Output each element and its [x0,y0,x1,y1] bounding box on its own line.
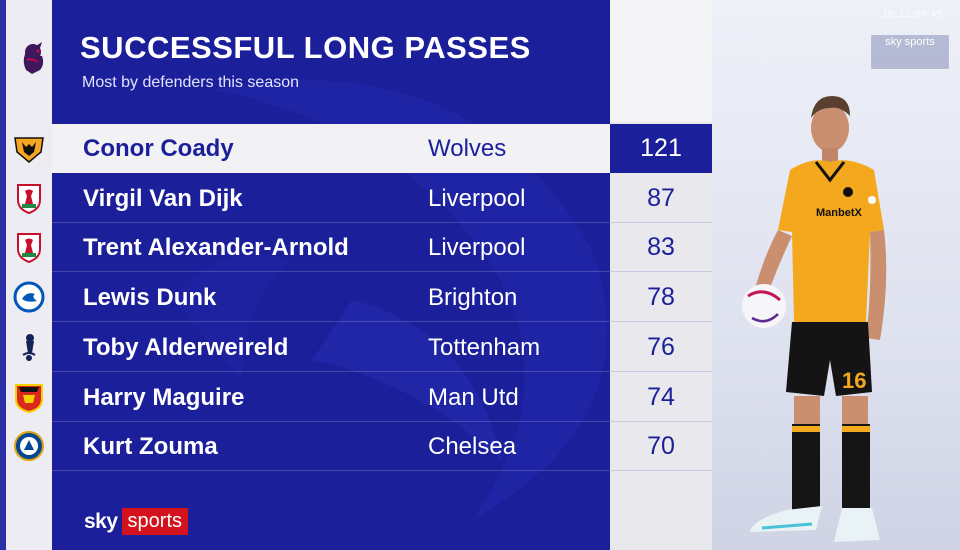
liverpool-crest-icon [17,183,41,214]
player-name: Trent Alexander-Arnold [83,234,349,262]
brighton-crest-icon [13,281,45,313]
sky-logo-text: sky [84,510,118,533]
main-panel: SUCCESSFUL LONG PASSES Most by defenders… [52,0,610,550]
long-passes-value: 83 [647,233,675,262]
long-passes-value: 78 [647,283,675,312]
wolves-crest-icon [14,137,44,163]
club-crest [6,174,52,223]
value-divider [610,420,712,422]
table-row: Lewis Dunk Brighton 78 [0,273,712,323]
channel-bug: sky sports [870,34,950,70]
row-divider [52,420,610,422]
highlight-background [52,124,610,173]
page-subtitle: Most by defenders this season [82,74,300,91]
man-utd-crest-icon [15,383,43,413]
value-divider [610,470,712,472]
shirt-sponsor: ManbetX [816,207,863,219]
table-row: Kurt Zouma Chelsea 70 [0,422,712,472]
table-row: Harry Maguire Man Utd 74 [0,373,712,422]
table-row: Toby Alderweireld Tottenham 76 [0,323,712,372]
long-passes-value: 70 [647,432,675,461]
player-name: Toby Alderweireld [83,333,289,361]
player-name: Lewis Dunk [83,284,217,312]
broadcast-time: 18:22:09:45 [882,10,942,20]
premier-league-lion-icon [23,42,44,74]
value-column [610,0,712,550]
value-divider [610,321,712,323]
liverpool-crest-icon [17,233,41,264]
player-name: Kurt Zouma [83,433,218,461]
value-divider [610,370,712,372]
table-row: Conor Coady Wolves 121 [0,124,712,173]
row-divider [52,221,610,223]
club-name: Liverpool [428,234,526,262]
player-name: Conor Coady [83,135,234,162]
row-divider [52,321,610,323]
long-passes-value: 87 [647,183,675,212]
background-swirl [172,80,607,520]
tottenham-crest-icon [22,333,36,361]
player-photo: ManbetX 16 [742,96,887,542]
value-divider [610,271,712,273]
club-name: Chelsea [428,433,517,461]
long-passes-value: 76 [647,332,675,361]
club-name: Tottenham [428,333,541,361]
row-divider [52,370,610,372]
sky-sports-logo: sky sports [82,508,189,535]
club-crest [6,373,52,422]
club-crest [6,323,52,372]
row-divider [52,271,610,273]
club-crest [6,273,52,322]
club-crest [6,223,52,272]
long-passes-value: 121 [610,124,712,173]
value-divider [610,172,712,173]
club-name: Liverpool [428,184,526,212]
club-name: Man Utd [428,383,519,411]
club-name: Wolves [428,135,507,162]
table-row: Virgil Van Dijk Liverpool 87 [0,174,712,223]
value-column-cap [610,0,712,122]
row-divider [52,172,610,173]
table-row: Trent Alexander-Arnold Liverpool 83 [0,223,712,273]
player-photo-panel: 18:22:09:45 sky sports ManbetX 16 [712,0,960,550]
club-crest [6,422,52,471]
page-title: SUCCESSFUL LONG PASSES [80,30,531,65]
shorts-number: 16 [842,368,866,393]
channel-bug-label: sky sports [885,36,935,48]
club-name: Brighton [428,284,518,312]
player-name: Virgil Van Dijk [83,184,243,212]
sports-logo-text: sports [121,508,189,535]
long-passes-value: 74 [647,382,675,411]
chelsea-crest-icon [14,431,44,462]
player-name: Harry Maguire [83,383,245,411]
club-crest [6,124,52,173]
value-divider [610,221,712,223]
row-divider [52,470,610,472]
